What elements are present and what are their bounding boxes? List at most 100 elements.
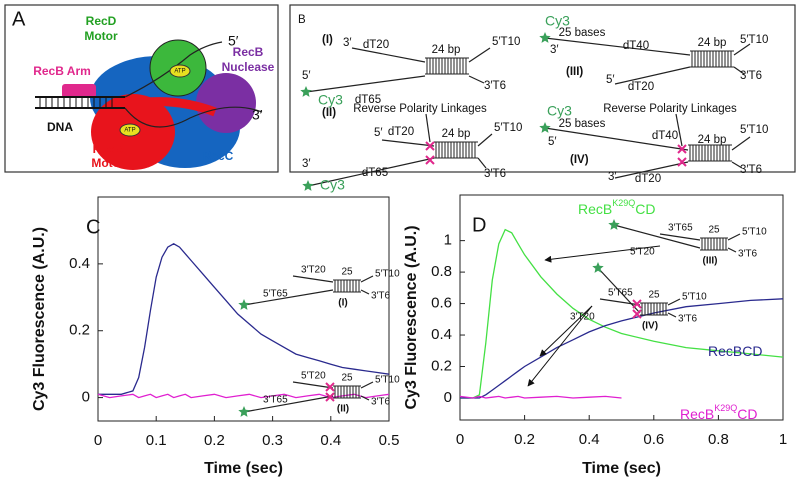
left-bottom-label: 3′T20 bbox=[570, 312, 595, 323]
x-tick-label: 0.5 bbox=[379, 432, 400, 449]
strand bbox=[733, 43, 751, 56]
end-label: 3′ bbox=[252, 107, 263, 123]
left-top-label: 5′T65 bbox=[608, 288, 633, 299]
construct-inset: 5′T65 25 5′T10 3′T20 (IV) 3′T6 bbox=[570, 262, 707, 332]
reverse-linkage bbox=[425, 141, 435, 151]
strand bbox=[727, 233, 741, 241]
strand bbox=[727, 247, 737, 253]
right-bottom-label: 3′T6 bbox=[738, 249, 758, 260]
strand bbox=[599, 298, 641, 306]
bottom-right-label: 3′T6 bbox=[484, 80, 506, 92]
cy3-dye bbox=[300, 86, 312, 97]
left-top-label: 3′T20 bbox=[301, 265, 326, 276]
cy3-dye bbox=[539, 122, 551, 133]
series-label: RecBK29QCD bbox=[680, 403, 757, 421]
linkage-label: Reverse Polarity Linkages bbox=[603, 103, 737, 115]
reverse-linkage bbox=[325, 392, 335, 402]
top-strand-label: dT20 bbox=[363, 39, 389, 51]
data-line bbox=[459, 395, 622, 399]
strand bbox=[659, 233, 701, 241]
strand bbox=[292, 381, 334, 389]
strand bbox=[305, 75, 426, 93]
duplex bbox=[434, 141, 478, 159]
recd-label: Motor bbox=[84, 29, 118, 43]
top-end-label: 3′ bbox=[343, 37, 352, 49]
dna bbox=[35, 41, 263, 128]
duplex bbox=[333, 385, 361, 399]
panel-label: D bbox=[472, 214, 486, 236]
recb-linker bbox=[119, 97, 217, 117]
dna-construct: (I) 3′ dT20 24 bp 5′T10 5′ dT65 3′T6 Cy3 bbox=[300, 34, 520, 108]
series-label-part: K29Q bbox=[612, 198, 635, 208]
bottom-end-label: 3′ bbox=[608, 171, 617, 183]
x-tick-label: 0.8 bbox=[708, 431, 729, 448]
panel-label: B bbox=[298, 14, 306, 26]
left-top-label: 5′T20 bbox=[301, 371, 326, 382]
strand bbox=[351, 47, 426, 63]
strand bbox=[733, 66, 745, 75]
reverse-linkage bbox=[632, 309, 642, 319]
top-end-label: 5′ bbox=[374, 127, 383, 139]
bottom-strand-label: dT65 bbox=[355, 94, 381, 106]
left-bottom-label: 5′T20 bbox=[630, 247, 655, 258]
y-tick-label: 0.4 bbox=[69, 255, 90, 272]
arrow bbox=[527, 305, 593, 387]
x-tick-label: 0.4 bbox=[579, 431, 600, 448]
x-axis-label: Time (sec) bbox=[582, 460, 661, 477]
arrow bbox=[539, 305, 593, 357]
strand bbox=[381, 139, 435, 147]
top-right-label: 5′T10 bbox=[740, 124, 768, 136]
series-label-part: K29Q bbox=[714, 403, 737, 413]
y-axis-label: Cy3 Fluorescence (A.U.) bbox=[403, 225, 420, 409]
duplex bbox=[640, 302, 668, 316]
recb-nuclease-label: Nuclease bbox=[222, 60, 275, 74]
y-tick-label: 0.8 bbox=[431, 263, 452, 280]
id-label: (III) bbox=[566, 66, 583, 78]
duplex-label: 25 bbox=[648, 290, 660, 301]
recb-motor-label: Motor bbox=[91, 156, 125, 170]
y-tick-label: 0 bbox=[82, 389, 90, 406]
end-label: 5′ bbox=[228, 33, 239, 49]
strand bbox=[731, 136, 751, 151]
x-tick-label: 1 bbox=[779, 431, 787, 448]
dye-label: Cy3 bbox=[545, 13, 570, 29]
construct-inset: 3′T20 25 5′T10 5′T65 (I) 3′T6 bbox=[238, 265, 400, 310]
series-label-part: RecBCD bbox=[708, 343, 762, 359]
spacer-label: 25 bases bbox=[559, 27, 606, 39]
duplex-label: 24 bp bbox=[698, 134, 727, 146]
x-axis-label: Time (sec) bbox=[204, 460, 283, 477]
bottom-end-label: 3′ bbox=[302, 158, 311, 170]
spacer-label: 25 bases bbox=[559, 118, 606, 130]
left-bottom-label: 3′T65 bbox=[263, 395, 288, 406]
data-line bbox=[97, 393, 390, 399]
panel-a: A ATP ATP RecD Motor 5′ RecB Nuclease Re… bbox=[4, 4, 279, 173]
strand bbox=[544, 37, 691, 56]
x-tick-label: 0.6 bbox=[643, 431, 664, 448]
roman-label: (I) bbox=[338, 298, 347, 309]
duplex-label: 25 bbox=[341, 267, 353, 278]
recc-label: RecC bbox=[203, 149, 234, 163]
atp-icon bbox=[119, 123, 141, 137]
dna-label: DNA bbox=[47, 120, 73, 134]
cy3-dye bbox=[608, 219, 620, 230]
strand bbox=[360, 381, 374, 389]
strand bbox=[614, 161, 689, 179]
y-axis-label: Cy3 Fluorescence (A.U.) bbox=[31, 227, 48, 411]
x-tick-label: 0.4 bbox=[320, 432, 341, 449]
right-top-label: 5′T10 bbox=[375, 375, 400, 386]
series-label-part: CD bbox=[737, 406, 757, 422]
strand bbox=[425, 113, 431, 143]
cy3-dye bbox=[539, 32, 551, 43]
dye-label: Cy3 bbox=[320, 177, 345, 193]
top-strand-label: dT40 bbox=[623, 40, 649, 52]
duplex bbox=[700, 237, 728, 251]
recb-nuclease-shape bbox=[196, 73, 256, 133]
duplex-label: 25 bbox=[341, 373, 353, 384]
top-strand-label: dT20 bbox=[388, 126, 414, 138]
charts: C 0 0.1 0.2 0.3 0.4 0.5 0 0.2 0.4 Time (sec) Cy3 Fl… bbox=[31, 194, 787, 477]
recd-label: RecD bbox=[86, 14, 117, 28]
